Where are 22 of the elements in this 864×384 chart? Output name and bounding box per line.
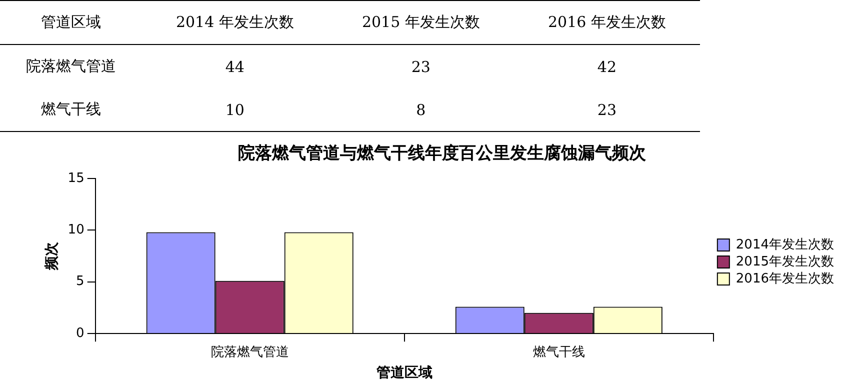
- data-label: 42: [596, 56, 618, 78]
- y-tick-label: 10: [68, 222, 84, 238]
- x-tick-label: 2014 年发生次数: [142, 0, 328, 44]
- chart-title: 院落燃气管道与燃气干线年度百公里发生腐蚀漏气频次: [238, 144, 647, 164]
- data-label: 10: [142, 88, 328, 132]
- y-tick-label: 0: [76, 326, 84, 341]
- x-tick-label: 2016 年发生次数: [514, 0, 700, 44]
- data-label: 23: [410, 56, 432, 78]
- y-axis-title: 管道区域: [0, 0, 142, 44]
- data-label: 44: [224, 56, 246, 78]
- legend-label: 2015年发生次数: [736, 254, 834, 270]
- legend-label: 2014年发生次数: [736, 237, 834, 252]
- y-tick-label: 院落燃气管道: [24, 56, 117, 77]
- x-tick-label: 2015 年发生次数: [328, 0, 514, 44]
- legend-label: 2016年发生次数: [736, 271, 834, 286]
- y-tick-label: 5: [76, 274, 84, 290]
- data-label: 8: [328, 88, 514, 132]
- data-label: 23: [514, 88, 700, 132]
- x-axis-title: 管道区域: [375, 365, 432, 382]
- y-tick-label: 15: [68, 170, 84, 186]
- y-axis-title: 频次: [44, 241, 60, 271]
- y-tick-label: 燃气干线: [0, 88, 142, 132]
